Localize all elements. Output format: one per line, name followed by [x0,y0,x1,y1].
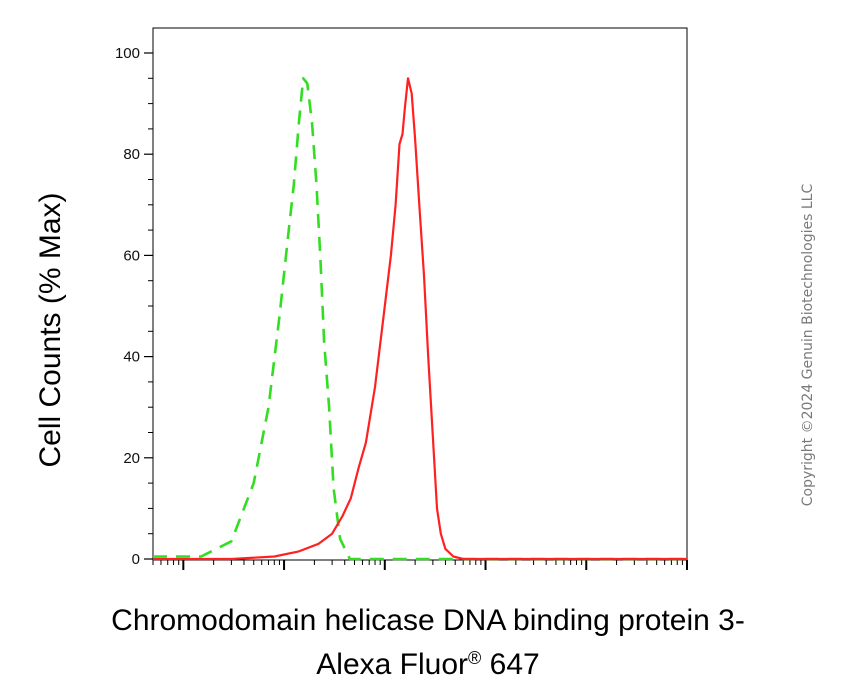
y-axis-ticks: 0 20 40 60 80 100 [115,45,153,568]
x-axis-label-line1: Chromodomain helicase DNA binding protei… [111,604,745,637]
x-axis-label-line2: Alexa Fluor® 647 [316,648,539,681]
x-axis-label-registered: ® [468,648,481,668]
x-axis-label-main: Alexa Fluor [316,648,468,681]
series-layer [153,77,687,561]
x-axis-ticks [152,560,688,570]
plot-frame [152,27,688,561]
copyright-notice: Copyright ©2024 Genuin Biotechnologies L… [800,184,816,507]
series-line-1 [153,77,687,561]
y-axis-label: Cell Counts (% Max) [34,192,67,467]
y-tick-label: 100 [115,45,140,62]
y-tick-label: 80 [123,146,140,163]
y-tick-label: 40 [123,349,140,366]
x-axis-label-end: 647 [481,648,539,681]
y-tick-label: 60 [123,247,140,264]
y-tick-label: 20 [123,450,140,467]
series-line-2 [153,77,687,561]
y-tick-label: 0 [132,551,140,568]
